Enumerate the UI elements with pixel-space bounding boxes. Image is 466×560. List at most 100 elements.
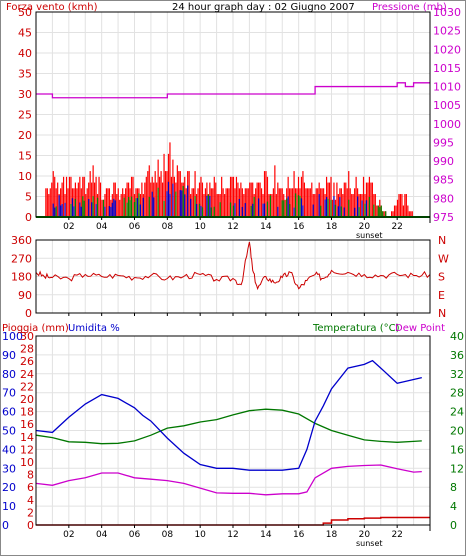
pressure-y-tick-label: 1030 [433, 6, 461, 19]
humidity-y-tick-label: 80 [2, 368, 16, 381]
sunset-label: sunset [356, 539, 383, 548]
temperature-axis-label: Temperatura (°C) [312, 323, 400, 334]
x-tick-label: 02 [63, 530, 74, 540]
x-tick-label: 12 [227, 530, 238, 540]
pressure-y-tick-label: 1010 [433, 81, 461, 94]
rain-axis-label: Pioggia (mm) [2, 323, 69, 334]
rain-y-tick-label: 12 [20, 443, 34, 456]
text-layer: 0510152025303540455097598098599099510001… [2, 2, 464, 548]
dewpoint-line [35, 464, 422, 496]
pressure-y-tick-label: 1000 [433, 118, 461, 131]
pressure-y-tick-label: 1015 [433, 62, 461, 75]
temperature-y-tick-label: 32 [450, 368, 464, 381]
x-tick-label: 04 [96, 222, 108, 232]
rain-y-tick-label: 28 [20, 343, 34, 356]
x-tick-label: 18 [326, 222, 338, 232]
rain-y-tick-label: 18 [20, 406, 34, 419]
rain-y-tick-label: 24 [20, 368, 34, 381]
temperature-y-tick-label: 28 [450, 387, 464, 400]
pressure-y-tick-label: 995 [433, 136, 454, 149]
rain-y-tick-label: 20 [20, 393, 34, 406]
direction-y-tick-label: 360 [11, 234, 32, 247]
x-tick-label: 06 [129, 222, 141, 232]
data-layer [35, 82, 431, 526]
temperature-y-tick-label: 0 [450, 519, 457, 532]
temperature-y-tick-label: 12 [450, 462, 464, 475]
grid-layer [36, 12, 430, 525]
direction-y-tick-label: 270 [11, 252, 32, 265]
temperature-y-tick-label: 40 [450, 330, 464, 343]
rain-y-tick-label: 14 [20, 431, 34, 444]
compass-label: N [438, 307, 446, 320]
pressure-axis-label: Pressione (mb) [372, 2, 447, 13]
wind-y-tick-label: 5 [25, 191, 32, 204]
dewpoint-axis-label: Dew Point [395, 323, 445, 334]
pressure-y-tick-label: 980 [433, 192, 454, 205]
temperature-y-tick-label: 16 [450, 443, 464, 456]
x-tick-label: 22 [391, 222, 402, 232]
rain-y-tick-label: 2 [27, 506, 34, 519]
chart-title: 24 hour graph day : 02 Giugno 2007 [172, 2, 355, 13]
x-tick-label: 22 [391, 530, 402, 540]
x-tick-label: 10 [194, 530, 206, 540]
wind-direction-line [35, 241, 431, 291]
x-tick-label: 20 [359, 530, 371, 540]
compass-label: S [438, 271, 445, 284]
temperature-y-tick-label: 20 [450, 425, 464, 438]
pressure-y-tick-label: 1005 [433, 99, 461, 112]
x-tick-label: 18 [326, 530, 338, 540]
temperature-y-tick-label: 8 [450, 481, 457, 494]
x-tick-label: 10 [194, 222, 206, 232]
humidity-y-tick-label: 100 [2, 330, 23, 343]
wind-axis-label: Forza vento (kmh) [6, 2, 98, 13]
temperature-y-tick-label: 24 [450, 406, 464, 419]
x-tick-label: 06 [129, 530, 141, 540]
rain-y-tick-label: 22 [20, 380, 34, 393]
pressure-y-tick-label: 990 [433, 155, 454, 168]
rain-y-tick-label: 6 [27, 481, 34, 494]
x-tick-label: 08 [162, 222, 174, 232]
x-tick-label: 08 [162, 530, 174, 540]
wind-y-tick-label: 15 [18, 150, 32, 163]
rain-y-tick-label: 4 [27, 494, 34, 507]
humidity-y-tick-label: 30 [2, 462, 16, 475]
x-tick-label: 16 [293, 222, 305, 232]
humidity-line [35, 359, 422, 471]
wind-y-tick-label: 0 [25, 211, 32, 224]
rain-y-tick-label: 16 [20, 418, 34, 431]
humidity-y-tick-label: 20 [2, 481, 16, 494]
x-tick-label: 02 [63, 222, 74, 232]
compass-label: W [438, 252, 449, 265]
wind-y-tick-label: 25 [18, 109, 32, 122]
pressure-y-tick-label: 1020 [433, 43, 461, 56]
sunset-label: sunset [356, 231, 383, 240]
x-tick-label: 14 [260, 530, 272, 540]
rain-y-tick-label: 8 [27, 469, 34, 482]
x-tick-label: 14 [260, 222, 272, 232]
humidity-y-tick-label: 40 [2, 443, 16, 456]
wind-y-tick-label: 35 [18, 68, 32, 81]
x-tick-label: 12 [227, 222, 238, 232]
humidity-y-tick-label: 70 [2, 387, 16, 400]
wind-y-tick-label: 10 [18, 170, 32, 183]
compass-label: N [438, 234, 446, 247]
wind-y-tick-label: 30 [18, 88, 32, 101]
rain-y-tick-label: 26 [20, 355, 34, 368]
x-tick-label: 04 [96, 530, 108, 540]
rain-y-tick-label: 10 [20, 456, 34, 469]
humidity-y-tick-label: 10 [2, 500, 16, 513]
wind-y-tick-label: 40 [18, 47, 32, 60]
wind-y-tick-label: 50 [18, 6, 32, 19]
pressure-y-tick-label: 985 [433, 174, 454, 187]
pressure-y-tick-label: 1025 [433, 25, 461, 38]
humidity-axis-label: Umidita % [68, 323, 120, 334]
temperature-line [35, 408, 422, 445]
humidity-y-tick-label: 60 [2, 406, 16, 419]
x-tick-label: 16 [293, 530, 305, 540]
rain-y-tick-label: 30 [20, 330, 34, 343]
x-tick-label: 20 [359, 222, 371, 232]
direction-y-tick-label: 180 [11, 271, 32, 284]
rain-line [36, 516, 430, 526]
wind-y-tick-label: 20 [18, 129, 32, 142]
direction-y-tick-label: 0 [25, 307, 32, 320]
